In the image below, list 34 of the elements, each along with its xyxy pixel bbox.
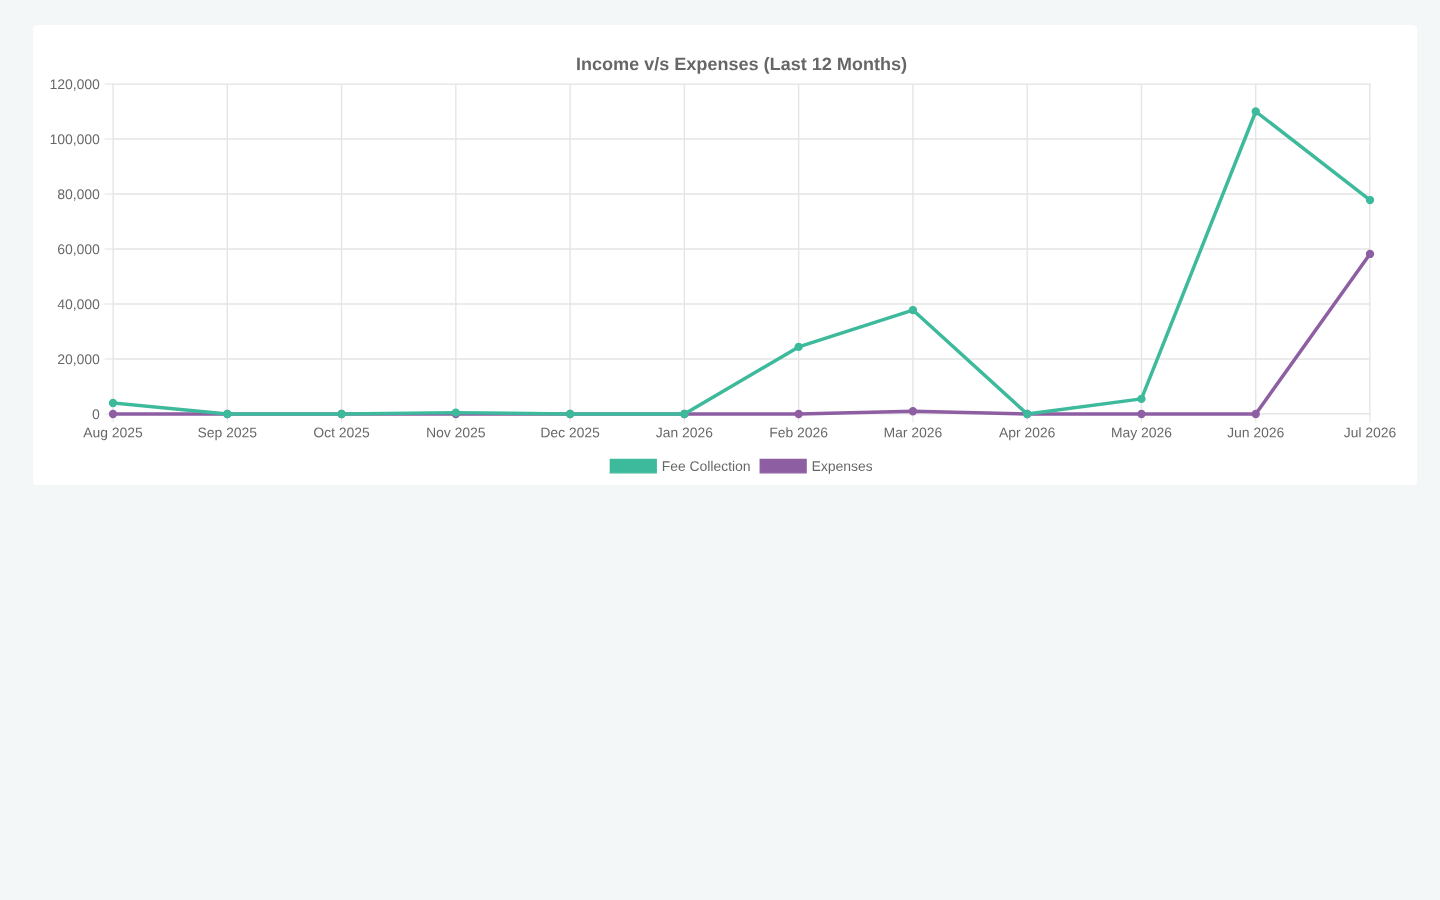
point	[794, 342, 803, 352]
point	[108, 409, 118, 419]
y-tick-label: 100,000	[50, 134, 100, 146]
x-tick-label: Sep 2025	[198, 427, 257, 441]
y-tick-label: 20,000	[58, 354, 100, 366]
point	[1365, 249, 1375, 259]
point	[908, 305, 918, 315]
x-tick-label: Feb 2026	[770, 427, 828, 438]
point	[1365, 195, 1375, 205]
point	[794, 409, 803, 419]
x-tick-label: Mar 2026	[884, 427, 942, 438]
x-tick-label: Nov 2025	[427, 427, 485, 438]
x-tick-label: Aug 2025	[83, 427, 143, 441]
x-tick-label: May 2026	[1112, 427, 1172, 441]
y-tick-label: 0	[92, 409, 100, 420]
y-tick-label: 40,000	[57, 299, 100, 311]
point	[908, 407, 918, 416]
point	[1137, 409, 1146, 419]
x-tick-label: Dec 2025	[541, 427, 600, 438]
x-tick-label: Jun 2026	[1227, 427, 1284, 438]
point	[1251, 107, 1260, 116]
y-tick-label: 80,000	[57, 189, 100, 201]
point	[1251, 409, 1260, 419]
x-tick-label: Apr 2026	[999, 427, 1055, 441]
legend-label: Fee Collection	[662, 460, 750, 472]
x-tick-label: Jan 2026	[656, 427, 713, 438]
x-tick-label: Oct 2025	[314, 427, 370, 438]
legend-label: Expenses	[812, 461, 873, 474]
chart-title: Income v/s Expenses (Last 12 Months)	[577, 57, 907, 74]
y-tick-label: 60,000	[58, 244, 100, 256]
point	[108, 398, 118, 408]
x-tick-label: Jul 2026	[1343, 427, 1396, 438]
y-tick-label: 120,000	[50, 79, 100, 91]
point	[1137, 394, 1146, 404]
